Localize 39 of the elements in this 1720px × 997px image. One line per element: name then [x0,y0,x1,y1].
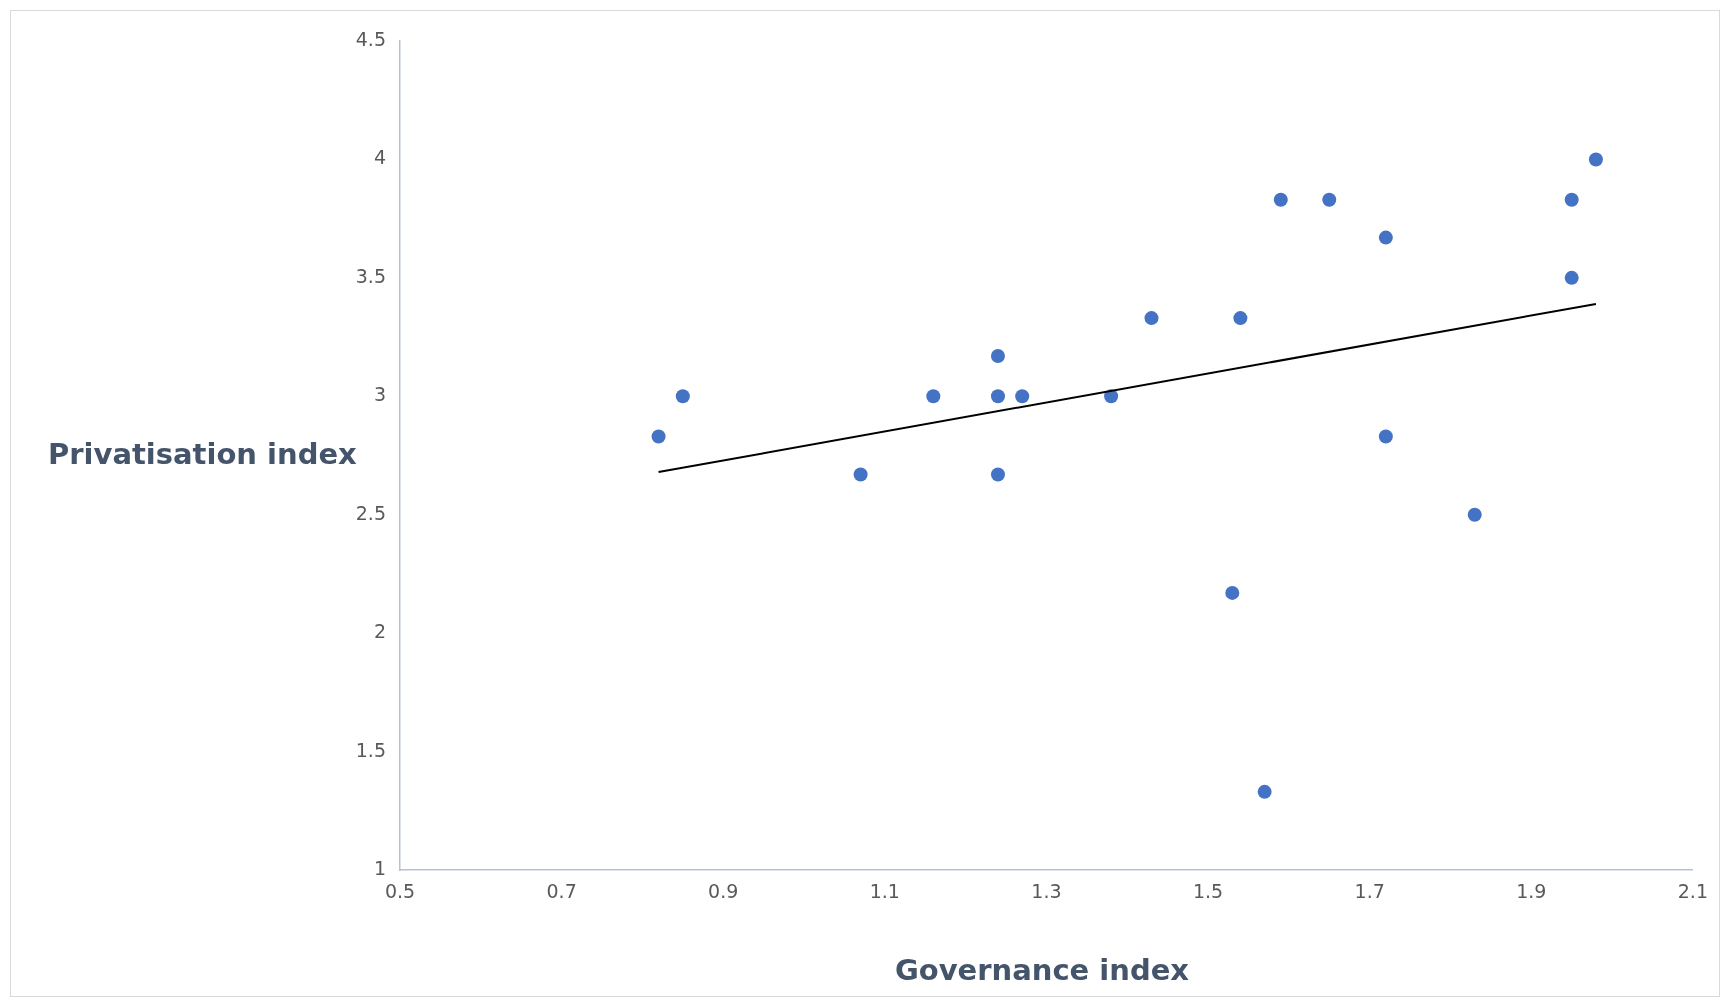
x-tick-label: 0.5 [384,880,416,903]
point [1144,311,1159,326]
y-tick-label: 4.5 [355,27,386,50]
y-tick-label: 1.5 [355,738,386,761]
y-tick-label: 2 [373,620,386,643]
point [1273,192,1288,207]
x-tick-label: 0.7 [546,880,577,903]
x-tick-label: 1.3 [1031,880,1062,903]
point [1467,507,1482,522]
x-tick-label: 1.5 [1192,880,1224,903]
point [1257,784,1272,799]
point [1378,429,1393,444]
point [1015,389,1030,404]
point [651,429,666,444]
point [1233,311,1248,326]
x-tick-label: 0.9 [708,880,739,903]
point [990,467,1005,482]
x-tick-label: 1.7 [1354,880,1385,903]
x-axis-title: Governance index [893,953,1191,987]
y-tick-label: 2.5 [355,501,386,524]
x-tick-label: 1.9 [1516,880,1547,903]
y-tick-label: 4 [373,146,386,169]
y-tick-label: 1 [373,856,386,879]
point [990,349,1005,364]
point [1225,585,1240,600]
x-tick-label: 2.1 [1677,880,1708,903]
point [926,389,941,404]
point [1588,152,1603,167]
point [853,467,868,482]
y-tick-label: 3 [373,383,386,406]
y-axis-title: Privatisation index [48,437,357,471]
x-tick-label: 1.1 [869,880,900,903]
point [1564,270,1579,285]
y-tick-label: 3.5 [355,264,386,287]
point [1564,192,1579,207]
point [675,389,690,404]
point [1378,230,1393,245]
point [1322,192,1337,207]
point [990,389,1005,404]
